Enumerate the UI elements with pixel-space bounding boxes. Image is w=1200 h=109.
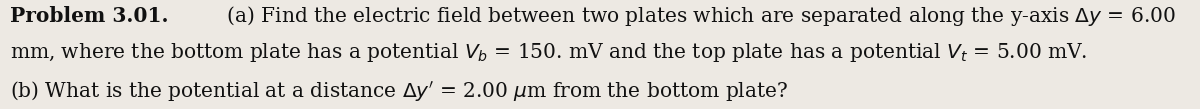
Text: Problem 3.01.: Problem 3.01. (10, 6, 168, 26)
Text: (a) Find the electric field between two plates which are separated along the y-a: (a) Find the electric field between two … (214, 4, 1176, 28)
Text: (b) What is the potential at a distance $\Delta y'$ = 2.00 $\mu$m from the botto: (b) What is the potential at a distance … (10, 80, 787, 104)
Text: mm, where the bottom plate has a potential $V_b$ = 150. mV and the top plate has: mm, where the bottom plate has a potenti… (10, 41, 1087, 64)
